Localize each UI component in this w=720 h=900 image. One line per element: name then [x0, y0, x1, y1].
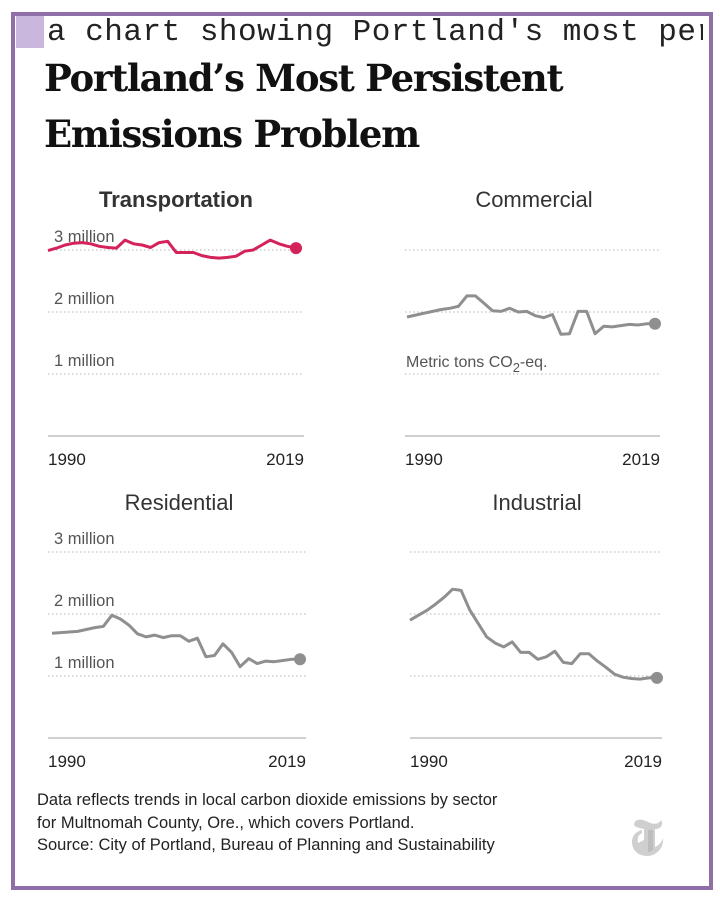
- small-multiples-charts: 3 million 2 million 1 million Transportatio…: [47, 187, 663, 771]
- commercial-series-line: [406, 294, 655, 336]
- commercial-title: Commercial: [475, 187, 592, 212]
- note-line-2: for Multnomah County, Ore., which covers…: [37, 813, 415, 832]
- residential-x-tick-end: 2019: [268, 752, 306, 771]
- industrial-series-line: [409, 587, 657, 681]
- transportation-title: Transportation: [99, 187, 253, 212]
- alt-text-marker: [16, 16, 44, 48]
- transportation-endpoint-marker: [290, 242, 302, 255]
- residential-title: Residential: [125, 490, 234, 515]
- industrial-x-tick-end: 2019: [624, 752, 662, 771]
- note-line-1: Data reflects trends in local carbon dio…: [37, 791, 498, 809]
- residential-y-tick-label: 2 million: [54, 592, 115, 610]
- alt-text: a chart showing Portland's most persi: [47, 15, 703, 50]
- residential-y-tick-label: 3 million: [54, 530, 115, 548]
- chart-notes: Data reflects trends in local carbon dio…: [37, 789, 597, 857]
- commercial-x-tick-end: 2019: [622, 450, 660, 469]
- commercial-units-annotation: Metric tons CO2-eq.: [406, 354, 548, 375]
- transportation-y-tick-label: 3 million: [54, 228, 115, 246]
- residential-endpoint-marker: [294, 653, 306, 666]
- industrial-endpoint-marker: [651, 671, 663, 684]
- source-line: Source: City of Portland, Bureau of Plan…: [37, 836, 495, 854]
- commercial-endpoint-marker: [649, 317, 661, 330]
- transportation-x-tick-end: 2019: [266, 450, 304, 469]
- transportation-y-tick-label: 2 million: [54, 290, 115, 308]
- industrial-x-tick-start: 1990: [410, 752, 448, 771]
- transportation-series-line: [47, 238, 297, 260]
- residential-y-tick-label: 1 million: [54, 654, 115, 672]
- industrial-title: Industrial: [492, 490, 581, 515]
- transportation-y-tick-label: 1 million: [54, 352, 115, 370]
- nyt-t-logo-icon: [632, 819, 664, 856]
- figure-frame: [11, 12, 713, 890]
- residential-x-tick-start: 1990: [48, 752, 86, 771]
- commercial-x-tick-start: 1990: [405, 450, 443, 469]
- transportation-x-tick-start: 1990: [48, 450, 86, 469]
- residential-series-line: [51, 613, 300, 669]
- alt-text-bar: a chart showing Portland's most persi: [13, 14, 703, 50]
- chart-headline: Portland’s Most Persistent Emissions Pro…: [44, 56, 564, 156]
